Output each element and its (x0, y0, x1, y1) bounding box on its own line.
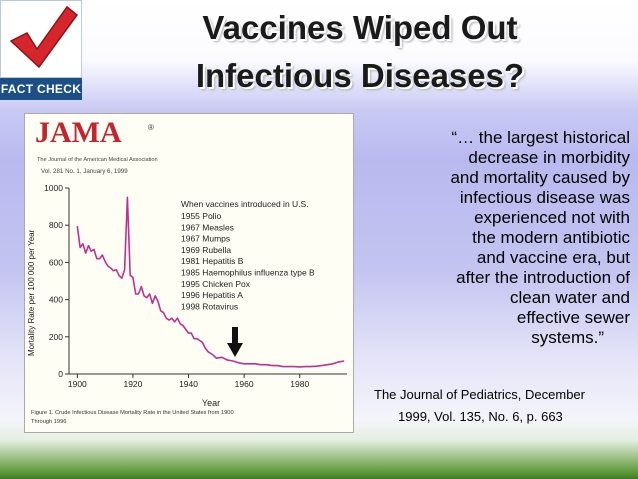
down-arrow-icon (227, 327, 243, 357)
y-tick-label: 600 (49, 257, 63, 267)
citation-line2: 1999, Vol. 135, No. 6, p. 663 (398, 409, 563, 424)
quote-line: experienced not with (474, 208, 630, 227)
mortality-series-line (76, 196, 345, 368)
y-tick-label: 400 (49, 295, 63, 305)
fact-check-label: FACT CHECK (0, 78, 82, 100)
fact-check-logo: FACT CHECK (0, 0, 82, 100)
figure-caption-line2: Through 1996 (31, 419, 66, 425)
jama-subtitle: The Journal of the American Medical Asso… (37, 157, 158, 163)
legend-title: When vaccines introduced in U.S. (181, 199, 309, 209)
legend-item: 1995 Chicken Pox (181, 279, 251, 289)
quote-line: infectious disease was (459, 188, 630, 207)
y-tick-label: 800 (49, 220, 63, 230)
x-tick-label: 1960 (235, 379, 254, 389)
legend-item: 1998 Rotavirus (181, 301, 238, 311)
quote-line: systems.” (531, 328, 604, 347)
figure-caption-line1: Figure 1. Crude Infectious Disease Morta… (31, 410, 234, 416)
jama-brand: JAMA (35, 116, 122, 149)
quote-line: “… the largest historical (451, 128, 630, 147)
y-axis-label: Mortality Rate per 100 000 per Year (27, 229, 36, 356)
legend-item: 1981 Hepatitis B (181, 256, 244, 266)
legend-item: 1985 Haemophilus influenza type B (181, 268, 315, 278)
y-tick-label: 0 (58, 369, 63, 379)
logo-box (0, 0, 82, 78)
registered-mark: ® (148, 123, 154, 132)
issue-line: Vol. 281 No. 1, January 6, 1999 (41, 168, 128, 175)
x-axis-label: Year (202, 398, 220, 408)
quote-line: the modern antibiotic (472, 228, 630, 247)
legend-item: 1969 Rubella (181, 245, 231, 255)
legend-item: 1967 Mumps (181, 234, 230, 244)
slide-title-line2: Infectious Diseases? (195, 57, 525, 94)
x-tick-label: 1980 (290, 379, 309, 389)
y-tick-label: 1000 (44, 183, 63, 193)
y-tick-label: 200 (49, 332, 63, 342)
x-tick-label: 1920 (123, 379, 142, 389)
quote-line: clean water and (509, 288, 630, 307)
x-tick-label: 1900 (68, 379, 87, 389)
quote-line: decrease in morbidity (468, 148, 630, 167)
jama-figure-panel: JAMA ® The Journal of the American Medic… (24, 113, 354, 433)
citation-line1: The Journal of Pediatrics, December (374, 387, 585, 402)
quote-line: after the introduction of (456, 268, 630, 287)
citation: The Journal of Pediatrics, December 1999… (374, 384, 636, 428)
checkmark-icon (9, 5, 79, 69)
quote-line: and mortality caused by (450, 168, 630, 187)
legend-item: 1996 Hepatitis A (181, 290, 243, 300)
quote-block: “… the largest historical decrease in mo… (372, 128, 630, 348)
legend-item: 1955 Polio (181, 211, 221, 221)
axes: 0 200 400 600 800 1000 1900 1920 1940 1960 1980 (44, 183, 347, 389)
slide-title-line1: Vaccines Wiped Out (202, 9, 518, 46)
quote-line: and vaccine era, but (476, 248, 630, 267)
x-tick-label: 1940 (179, 379, 198, 389)
mortality-chart: JAMA ® The Journal of the American Medic… (27, 116, 347, 425)
legend-item: 1967 Measles (181, 222, 234, 232)
quote-line: effective sewer (516, 308, 630, 327)
